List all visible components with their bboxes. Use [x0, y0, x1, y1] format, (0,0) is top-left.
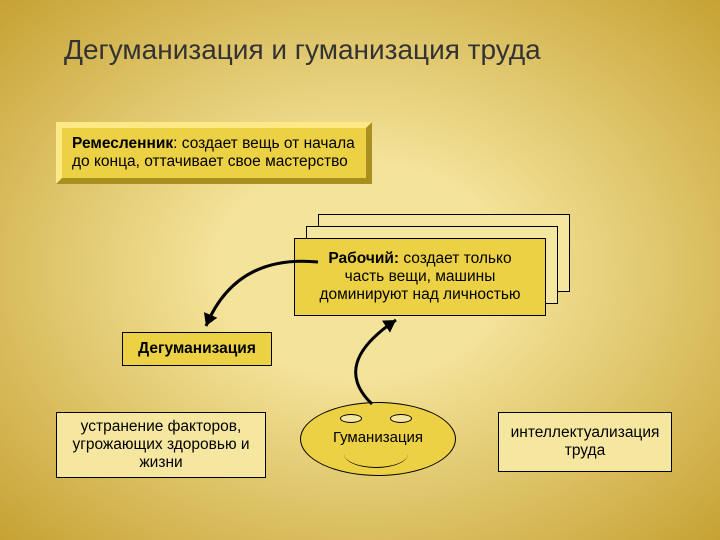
arrow-human-to-worker: [0, 0, 720, 540]
